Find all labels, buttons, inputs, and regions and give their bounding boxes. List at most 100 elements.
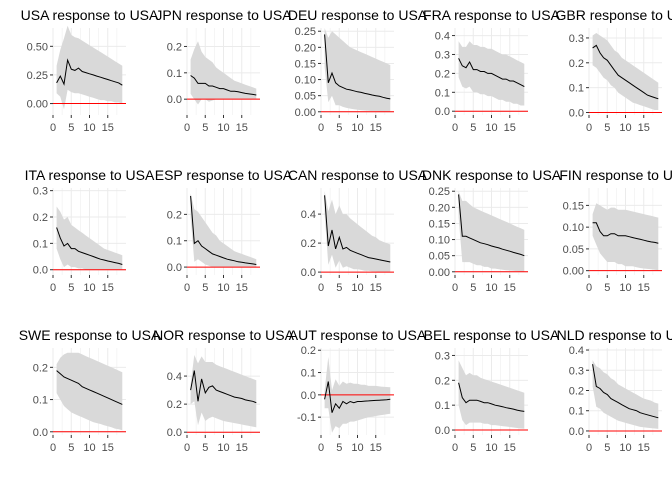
response-line (56, 370, 123, 405)
y-tick-label: 0.0 (435, 425, 450, 437)
y-tick-label: 0.4 (569, 345, 584, 357)
y-tick-label: 0.0 (167, 427, 182, 439)
panel-title: DNK response to USA (422, 167, 562, 183)
y-tick-label: 0.2 (301, 345, 316, 357)
y-tick-label: 0.15 (429, 218, 450, 230)
x-tick-label: 5 (604, 442, 610, 454)
response-line (324, 195, 391, 263)
panel-title: FIN response to USA (559, 167, 672, 183)
y-tick-label: 0.1 (33, 238, 48, 250)
response-line (324, 34, 391, 100)
irf-chart: -0.1 0.0 0.1 0.2 0 5 10 15 AUT response to USA (289, 327, 427, 454)
y-tick-label: 0.0 (301, 267, 316, 279)
x-tick-label: 15 (236, 442, 248, 454)
x-tick-label: 5 (68, 282, 74, 294)
x-tick-label: 10 (619, 282, 631, 294)
x-tick-label: 0 (184, 122, 190, 134)
x-tick-label: 0 (50, 122, 56, 134)
x-tick-label: 5 (202, 282, 208, 294)
y-tick-label: 0.05 (429, 251, 450, 263)
y-tick-label: 0.3 (569, 365, 584, 377)
x-tick-label: 0 (318, 282, 324, 294)
response-line (324, 381, 391, 413)
y-tick-label: 0.0 (33, 427, 48, 439)
x-tick-label: 5 (202, 122, 208, 134)
panel-title: CAN response to USA (288, 167, 428, 183)
x-tick-label: 5 (470, 442, 476, 454)
irf-panel-2: 0.0 0.1 0.2 0 5 10 15 JPN response to USA (134, 0, 292, 160)
y-tick-label: -0.1 (297, 412, 316, 424)
irf-panel-6: 0.0 0.1 0.2 0.3 0 5 10 15 ITA response to USA (0, 160, 155, 320)
x-tick-label: 0 (452, 442, 458, 454)
x-tick-label: 10 (83, 282, 95, 294)
response-line (592, 364, 659, 419)
confidence-band (324, 190, 391, 273)
irf-panel-14: 0.0 0.1 0.2 0.3 0 5 10 15 BEL response to USA (402, 320, 560, 480)
irf-panel-13: -0.1 0.0 0.1 0.2 0 5 10 15 AUT response to USA (268, 320, 427, 480)
irf-panel-5: 0.0 0.1 0.2 0.3 05 10 15 GBR response to USA (536, 0, 672, 160)
y-tick-label: 0.20 (295, 42, 316, 54)
response-line (190, 75, 257, 96)
x-tick-label: 15 (236, 282, 248, 294)
x-tick-label: 5 (470, 282, 476, 294)
y-tick-label: 0.2 (569, 58, 584, 70)
irf-chart: 0.0 0.1 0.2 0 5 10 15 JPN response to USA (155, 7, 292, 134)
y-tick-label: 0.10 (429, 235, 450, 247)
response-line (592, 44, 659, 100)
panel-title: ESP response to USA (155, 167, 293, 183)
y-tick-label: 0.1 (167, 68, 182, 80)
y-tick-label: 0.25 (295, 26, 316, 38)
irf-chart: 0.00 0.25 0.50 0 5 10 15 USA response to USA (21, 7, 159, 134)
x-tick-label: 10 (83, 442, 95, 454)
y-tick-label: 0.0 (569, 426, 584, 438)
y-tick-label: 0.1 (435, 87, 450, 99)
irf-chart: 0.0 0.1 0.2 0.3 0 5 10 15 BEL response to USA (424, 327, 560, 454)
x-tick-label: 10 (485, 122, 497, 134)
x-tick-label: 10 (83, 122, 95, 134)
y-tick-label: 0.2 (167, 209, 182, 221)
confidence-band (458, 191, 525, 272)
y-tick-label: 0.4 (301, 209, 316, 221)
x-tick-label: 5 (68, 122, 74, 134)
x-tick-label: 5 (470, 122, 476, 134)
y-tick-label: 0.05 (563, 244, 584, 256)
x-tick-label: 5 (202, 442, 208, 454)
panel-title: FRA response to USA (423, 7, 561, 23)
irf-panel-7: 0.0 0.1 0.2 0 5 10 15 ESP response to USA (134, 160, 293, 320)
y-tick-label: 0.3 (435, 350, 450, 362)
x-tick-label: 0 (452, 282, 458, 294)
x-tick-label: 5 (604, 282, 610, 294)
y-tick-label: 0.25 (27, 70, 48, 82)
x-tick-label: 0 (50, 442, 56, 454)
y-tick-label: 0.2 (167, 399, 182, 411)
y-tick-label: 0.0 (301, 390, 316, 402)
irf-panel-8: 0.0 0.2 0.4 0 5 10 15 CAN response to USA (268, 160, 428, 320)
y-tick-label: 0.2 (167, 41, 182, 53)
irf-panel-4: 0.0 0.1 0.2 0.3 0.4 0 5 10 15 FRA response to USA (402, 0, 561, 160)
y-tick-label: 0.20 (429, 202, 450, 214)
confidence-band (592, 203, 659, 271)
panel-title: JPN response to USA (155, 7, 292, 23)
response-line (458, 58, 525, 88)
irf-chart: 0.0 0.1 0.2 0.3 05 10 15 GBR response to USA (555, 7, 672, 134)
confidence-band (56, 206, 123, 270)
y-tick-label: 0.0 (435, 106, 450, 118)
x-tick-label: 15 (638, 442, 650, 454)
irf-chart: 0.00 0.05 0.10 0.15 0.20 0.25 0 5 10 15 DEU respon… (288, 7, 428, 134)
y-tick-label: 0.2 (301, 238, 316, 250)
y-tick-label: 0.0 (569, 108, 584, 120)
x-tick-label: 15 (638, 282, 650, 294)
x-tick-label: 15 (370, 282, 382, 294)
x-tick-label: 10 (485, 442, 497, 454)
x-tick-label: 5 (336, 122, 342, 134)
x-tick-label: 10 (351, 442, 363, 454)
x-tick-label: 10 (217, 442, 229, 454)
panel-title: ITA response to USA (25, 167, 155, 183)
irf-chart: 0.0 0.2 0.4 0 5 10 15 CAN response to USA (288, 167, 428, 294)
x-tick-label: 15 (102, 282, 114, 294)
x-tick-label: 5 (336, 282, 342, 294)
irf-panel-11: 0.0 0.1 0.2 0 5 10 15 SWE response to USA (0, 320, 161, 480)
x-tick-label: 15 (504, 442, 516, 454)
x-tick-label: 10 (351, 282, 363, 294)
